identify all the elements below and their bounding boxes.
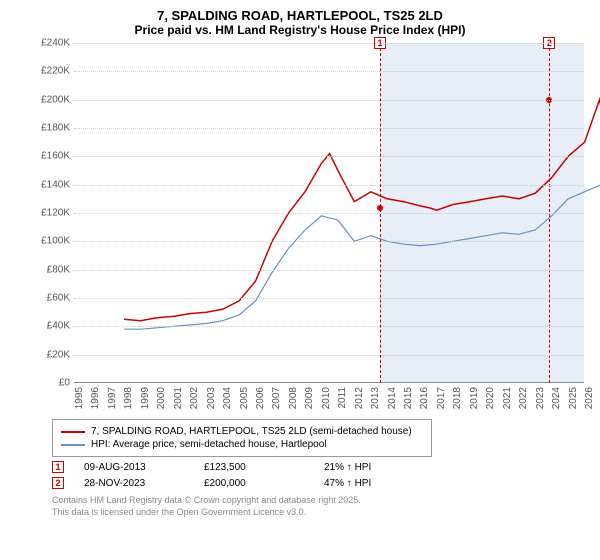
x-tick: 2011: [337, 387, 348, 409]
y-tick: £40K: [47, 321, 70, 332]
x-tick: 2012: [354, 387, 365, 409]
x-tick: 1996: [90, 387, 101, 409]
x-tick: 2009: [304, 387, 315, 409]
footer-line1: Contains HM Land Registry data © Crown c…: [52, 495, 588, 507]
series-line: [124, 86, 600, 321]
x-tick: 2022: [518, 387, 529, 409]
gridline: [74, 298, 584, 299]
x-tick: 2017: [436, 387, 447, 409]
x-tick: 2004: [222, 387, 233, 409]
y-tick: £180K: [41, 123, 70, 134]
transaction-date: 28-NOV-2023: [84, 478, 184, 489]
series-line: [124, 182, 600, 329]
x-tick: 2021: [502, 387, 513, 409]
x-tick: 2007: [271, 387, 282, 409]
gridline: [74, 100, 584, 101]
transaction-date: 09-AUG-2013: [84, 462, 184, 473]
x-tick: 2008: [288, 387, 299, 409]
legend-label: 7, SPALDING ROAD, HARTLEPOOL, TS25 2LD (…: [91, 426, 412, 437]
transaction-row: 2 28-NOV-2023 £200,000 47% ↑ HPI: [52, 477, 588, 489]
x-tick: 1995: [74, 387, 85, 409]
x-tick: 2024: [551, 387, 562, 409]
legend: 7, SPALDING ROAD, HARTLEPOOL, TS25 2LD (…: [52, 419, 432, 457]
y-tick: £220K: [41, 66, 70, 77]
gridline: [74, 156, 584, 157]
sale-dot: [377, 205, 383, 211]
x-tick: 2006: [255, 387, 266, 409]
gridline: [74, 71, 584, 72]
y-tick: £20K: [47, 349, 70, 360]
transaction-row: 1 09-AUG-2013 £123,500 21% ↑ HPI: [52, 461, 588, 473]
gridline: [74, 43, 584, 44]
x-tick: 1999: [140, 387, 151, 409]
x-tick: 2019: [469, 387, 480, 409]
chart-title: 7, SPALDING ROAD, HARTLEPOOL, TS25 2LD P…: [12, 8, 588, 37]
footer: Contains HM Land Registry data © Crown c…: [52, 495, 588, 518]
x-tick: 2013: [370, 387, 381, 409]
y-tick: £100K: [41, 236, 70, 247]
legend-swatch: [61, 431, 85, 433]
x-tick: 2015: [403, 387, 414, 409]
gridline: [74, 355, 584, 356]
x-tick: 1997: [107, 387, 118, 409]
gridline: [74, 185, 584, 186]
gridline: [74, 128, 584, 129]
y-tick: £140K: [41, 179, 70, 190]
y-tick: £120K: [41, 208, 70, 219]
footer-line2: This data is licensed under the Open Gov…: [52, 507, 588, 519]
x-tick: 2020: [485, 387, 496, 409]
transaction-marker: 2: [52, 477, 64, 489]
transaction-delta: 21% ↑ HPI: [324, 462, 424, 473]
transaction-price: £200,000: [204, 478, 304, 489]
y-tick: £200K: [41, 94, 70, 105]
x-tick: 2014: [387, 387, 398, 409]
y-tick: £0: [59, 378, 70, 389]
x-tick: 2010: [321, 387, 332, 409]
x-tick: 2002: [189, 387, 200, 409]
title-line2: Price paid vs. HM Land Registry's House …: [12, 23, 588, 37]
x-tick: 2016: [419, 387, 430, 409]
x-tick: 2018: [452, 387, 463, 409]
transaction-rows: 1 09-AUG-2013 £123,500 21% ↑ HPI 2 28-NOV-202…: [52, 461, 588, 489]
legend-swatch: [61, 444, 85, 446]
gridline: [74, 241, 584, 242]
legend-label: HPI: Average price, semi-detached house,…: [91, 439, 327, 450]
x-tick: 1998: [123, 387, 134, 409]
y-axis: £0£20K£40K£60K£80K£100K£120K£140K£160K£1…: [24, 43, 74, 383]
chart-container: 7, SPALDING ROAD, HARTLEPOOL, TS25 2LD P…: [0, 0, 600, 560]
transaction-delta: 47% ↑ HPI: [324, 478, 424, 489]
y-tick: £160K: [41, 151, 70, 162]
legend-row: 7, SPALDING ROAD, HARTLEPOOL, TS25 2LD (…: [61, 426, 423, 437]
transaction-price: £123,500: [204, 462, 304, 473]
gridline: [74, 326, 584, 327]
x-tick: 2000: [156, 387, 167, 409]
x-tick: 2025: [568, 387, 579, 409]
transaction-marker: 1: [52, 461, 64, 473]
x-tick: 2003: [206, 387, 217, 409]
x-tick: 2023: [535, 387, 546, 409]
gridline: [74, 213, 584, 214]
y-tick: £60K: [47, 293, 70, 304]
chart-area: £0 £20K £40K £60K £80K £100K £120K £140K £160K £1…: [24, 43, 584, 413]
legend-row: HPI: Average price, semi-detached house,…: [61, 439, 423, 450]
y-tick: £80K: [47, 264, 70, 275]
x-axis: 1995 1996 1997 1998 1999 2000 2001 2002 2003 2004…: [74, 383, 584, 413]
x-tick: 2001: [173, 387, 184, 409]
gridline: [74, 270, 584, 271]
y-tick: £240K: [41, 38, 70, 49]
x-tick: 2026: [584, 387, 595, 409]
title-line1: 7, SPALDING ROAD, HARTLEPOOL, TS25 2LD: [12, 8, 588, 23]
x-tick: 2005: [239, 387, 250, 409]
